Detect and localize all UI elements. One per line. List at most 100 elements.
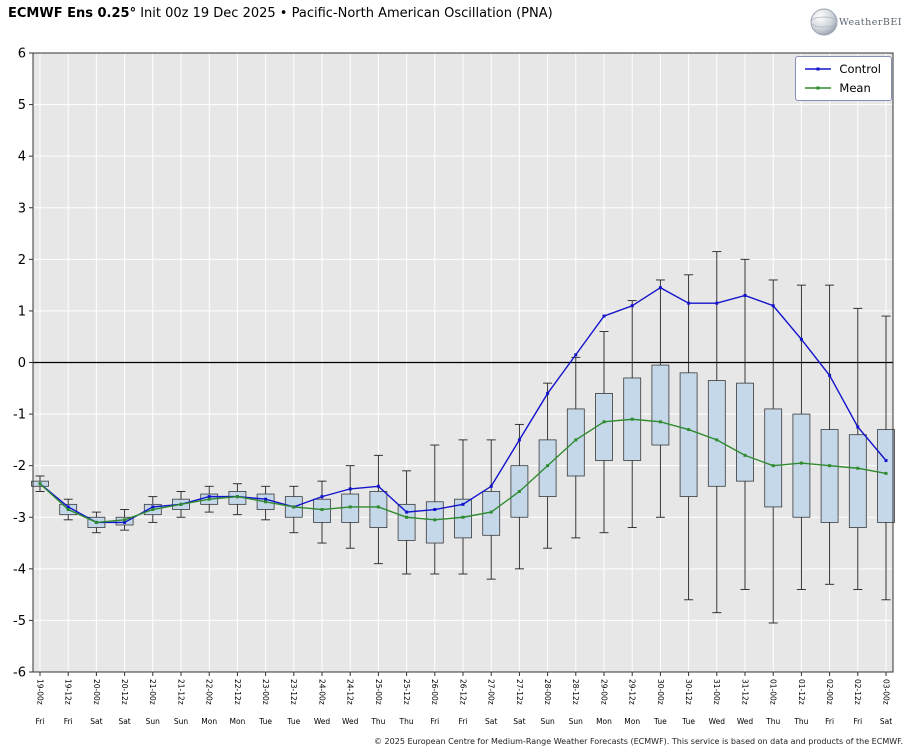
day-label: Tue	[681, 717, 695, 726]
ensemble-box	[651, 364, 670, 446]
y-tick-label: 5	[18, 98, 26, 113]
day-label: Mon	[229, 717, 245, 726]
chart-title-model: ECMWF Ens 0.25°	[8, 6, 137, 21]
x-tick-label: 01-12z	[797, 679, 806, 705]
y-tick-label: 0	[18, 356, 26, 371]
x-tick-label: 02-00z	[825, 679, 834, 705]
x-tick-label: 31-00z	[712, 679, 721, 705]
x-tick-label: 30-12z	[684, 679, 693, 705]
x-axis: 19-00z 19-12z 20-00z 20-12z 21-00z 21-12z 22-0…	[35, 672, 892, 726]
x-tick-label: 28-00z	[543, 679, 552, 705]
x-tick-label: 29-12z	[628, 679, 637, 705]
day-label: Sun	[569, 717, 584, 726]
ensemble-box	[877, 429, 895, 523]
y-tick-label: -1	[13, 408, 26, 423]
x-tick-label: 30-00z	[656, 679, 665, 705]
legend-mean-label: Mean	[839, 81, 871, 95]
day-label: Mon	[624, 717, 640, 726]
legend-control-label: Control	[839, 62, 881, 76]
legend-mean-line-icon	[805, 86, 832, 90]
day-label: Thu	[793, 717, 808, 726]
day-label: Tue	[286, 717, 300, 726]
x-tick-label: 20-12z	[120, 679, 129, 705]
day-label: Sat	[118, 717, 130, 726]
day-label: Wed	[314, 717, 331, 726]
day-label: Fri	[64, 717, 73, 726]
x-tick-label: 23-12z	[289, 679, 298, 705]
y-axis: -6 -5 -4 -3 -2 -1 0 1 2 3 4 5 6	[13, 47, 33, 681]
y-tick-label: -4	[13, 562, 26, 577]
x-tick-label: 29-00z	[599, 679, 608, 705]
x-tick-label: 25-12z	[402, 679, 411, 705]
ensemble-box	[764, 408, 783, 508]
y-tick-label: -5	[13, 614, 26, 629]
y-tick-label: -2	[13, 459, 26, 474]
day-label: Thu	[399, 717, 414, 726]
x-tick-label: 21-00z	[148, 679, 157, 705]
x-tick-label: 27-00z	[487, 679, 496, 705]
x-tick-label: 24-12z	[346, 679, 355, 705]
ensemble-box	[820, 429, 839, 523]
y-tick-label: 4	[18, 150, 26, 165]
y-tick-label: 6	[18, 47, 26, 62]
x-tick-label: 20-00z	[92, 679, 101, 705]
day-label: Fri	[36, 717, 45, 726]
copyright-note: © 2025 European Centre for Medium-Range …	[374, 737, 903, 746]
day-label: Sat	[513, 717, 525, 726]
chart-legend: Control Mean	[795, 56, 892, 101]
y-tick-label: -3	[13, 511, 26, 526]
day-label: Wed	[342, 717, 359, 726]
weatherbell-logo: WeatherBELL	[809, 4, 911, 44]
chart-title-desc: Init 00z 19 Dec 2025 • Pacific-North Ame…	[136, 6, 553, 21]
day-label: Tue	[258, 717, 272, 726]
day-label: Sat	[880, 717, 892, 726]
x-tick-label: 22-00z	[205, 679, 214, 705]
x-tick-label: 03-00z	[881, 679, 890, 705]
day-label: Fri	[459, 717, 468, 726]
ensemble-box	[595, 393, 613, 461]
x-tick-label: 28-12z	[571, 679, 580, 705]
day-label: Sun	[174, 717, 189, 726]
ensemble-box	[566, 408, 585, 477]
legend-item-mean: Mean	[804, 81, 881, 95]
ensemble-box	[848, 434, 867, 528]
ensemble-box	[736, 382, 754, 482]
x-tick-label: 31-12z	[740, 679, 749, 705]
x-tick-label: 22-12z	[233, 679, 242, 705]
ensemble-box	[538, 439, 557, 498]
day-label: Wed	[709, 717, 726, 726]
x-tick-label: 19-00z	[35, 679, 44, 705]
legend-item-control: Control	[804, 62, 881, 76]
day-label: Mon	[201, 717, 217, 726]
x-tick-label: 02-12z	[853, 679, 862, 705]
mean-line	[38, 417, 888, 524]
legend-control-line-icon	[805, 67, 832, 71]
x-tick-label: 01-00z	[769, 679, 778, 705]
x-tick-label: 21-12z	[176, 679, 185, 705]
day-label: Fri	[825, 717, 834, 726]
day-label: Sun	[540, 717, 555, 726]
day-label: Thu	[370, 717, 385, 726]
chart-title: ECMWF Ens 0.25° Init 00z 19 Dec 2025 • P…	[8, 6, 553, 21]
ensemble-box	[679, 372, 698, 498]
x-tick-label: 24-00z	[317, 679, 326, 705]
y-tick-label: 3	[18, 201, 26, 216]
ensemble-box	[707, 380, 726, 487]
day-label: Sat	[485, 717, 497, 726]
day-label: Tue	[653, 717, 667, 726]
x-tick-label: 27-12z	[515, 679, 524, 705]
day-label: Fri	[430, 717, 439, 726]
x-tick-label: 26-00z	[430, 679, 439, 705]
logo-text: WeatherBELL	[839, 17, 901, 28]
logo-globe-ring	[810, 16, 838, 28]
ensemble-box	[425, 501, 444, 544]
ensemble-box	[792, 413, 811, 518]
day-label: Thu	[765, 717, 780, 726]
day-label: Mon	[596, 717, 612, 726]
x-tick-label: 25-00z	[374, 679, 383, 705]
day-label: Sun	[146, 717, 161, 726]
x-tick-label: 26-12z	[458, 679, 467, 705]
y-tick-label: -6	[13, 666, 26, 681]
